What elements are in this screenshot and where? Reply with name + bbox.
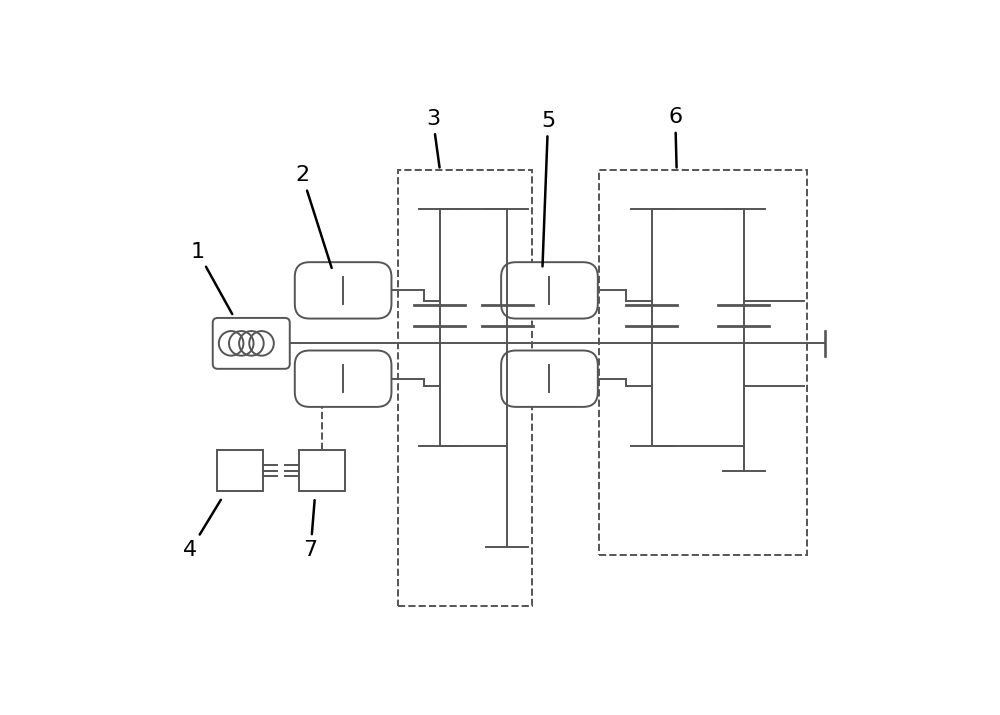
FancyBboxPatch shape: [295, 350, 391, 407]
Text: 7: 7: [304, 500, 318, 560]
Bar: [217, 450, 263, 491]
Bar: [398, 170, 532, 606]
Text: 2: 2: [295, 165, 332, 268]
Text: 5: 5: [541, 111, 555, 267]
Bar: [299, 450, 345, 491]
FancyBboxPatch shape: [501, 350, 598, 407]
FancyBboxPatch shape: [295, 262, 391, 319]
Text: 3: 3: [426, 109, 440, 167]
Text: 1: 1: [190, 242, 232, 314]
FancyBboxPatch shape: [501, 262, 598, 319]
Text: 6: 6: [668, 107, 682, 167]
Bar: [599, 170, 807, 556]
FancyBboxPatch shape: [213, 318, 290, 369]
Text: 4: 4: [183, 500, 221, 560]
